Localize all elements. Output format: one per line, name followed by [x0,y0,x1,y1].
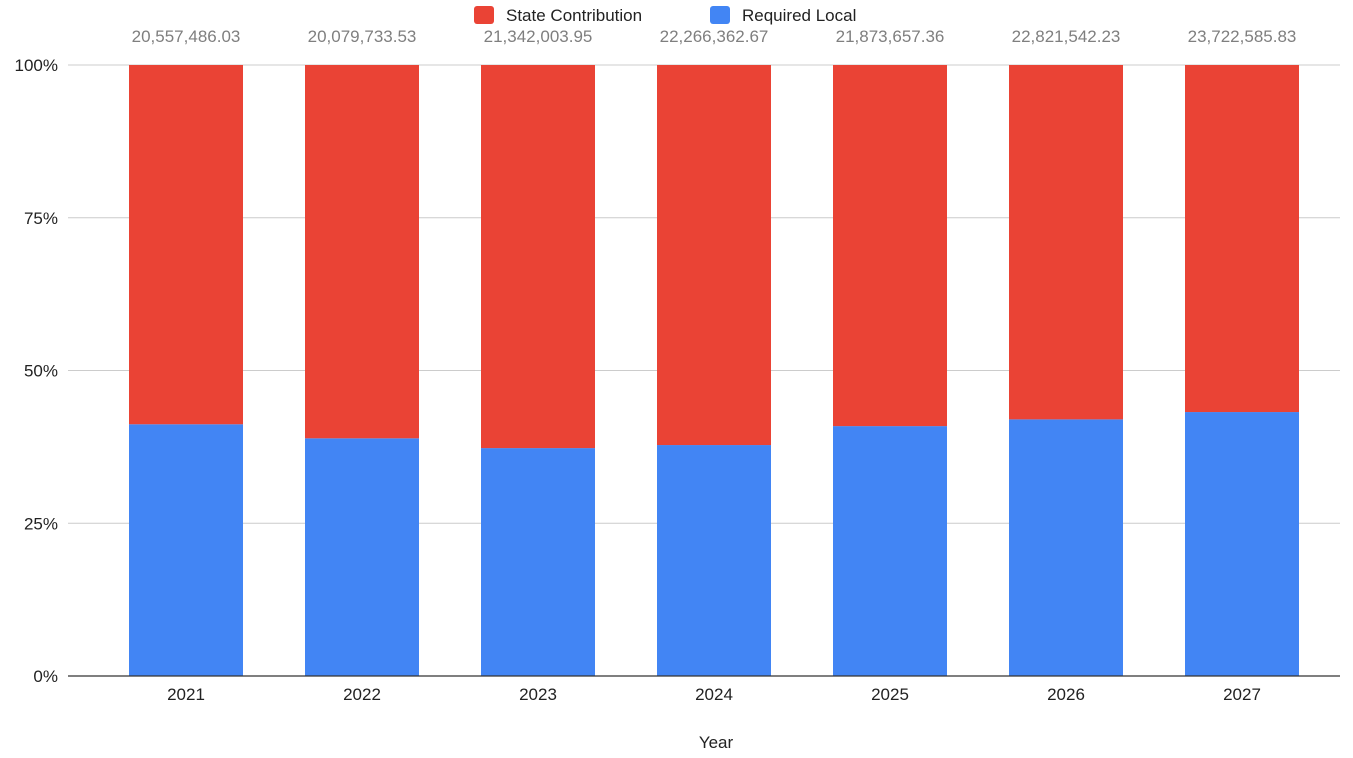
y-tick-label: 100% [15,56,58,75]
bar-required-local-2025 [833,426,947,676]
bar-state-contribution-2022 [305,65,419,439]
total-label: 22,821,542.23 [1012,27,1121,46]
bar-required-local-2026 [1009,419,1123,676]
total-label: 20,557,486.03 [132,27,241,46]
bar-required-local-2024 [657,445,771,676]
total-label: 21,342,003.95 [484,27,593,46]
x-tick-label: 2022 [343,685,381,704]
total-label: 20,079,733.53 [308,27,417,46]
total-label: 21,873,657.36 [836,27,945,46]
total-label: 22,266,362.67 [660,27,769,46]
x-tick-label: 2026 [1047,685,1085,704]
x-tick-label: 2025 [871,685,909,704]
x-tick-label: 2021 [167,685,205,704]
y-tick-label: 50% [24,362,58,381]
bar-required-local-2023 [481,448,595,676]
bar-state-contribution-2023 [481,65,595,449]
labels: 0% 25% 50% 75% 100% 20,557,486.03 2021 20,079,7… [15,27,1297,704]
x-tick-label: 2027 [1223,685,1261,704]
total-label: 23,722,585.83 [1188,27,1297,46]
bars [129,65,1299,676]
legend-label: Required Local [742,6,856,25]
bar-state-contribution-2024 [657,65,771,446]
bar-required-local-2022 [305,438,419,676]
legend-label: State Contribution [506,6,642,25]
y-tick-label: 75% [24,209,58,228]
bar-state-contribution-2025 [833,65,947,427]
x-axis-title: Year [699,733,734,752]
legend-swatch [710,6,730,24]
bar-state-contribution-2026 [1009,65,1123,420]
bar-state-contribution-2021 [129,65,243,425]
bar-state-contribution-2027 [1185,65,1299,413]
x-tick-label: 2024 [695,685,733,704]
bar-required-local-2021 [129,424,243,676]
y-tick-label: 0% [33,667,58,686]
legend: State Contribution Required Local [474,6,856,25]
x-tick-label: 2023 [519,685,557,704]
bar-required-local-2027 [1185,412,1299,676]
y-tick-label: 25% [24,514,58,533]
legend-swatch [474,6,494,24]
